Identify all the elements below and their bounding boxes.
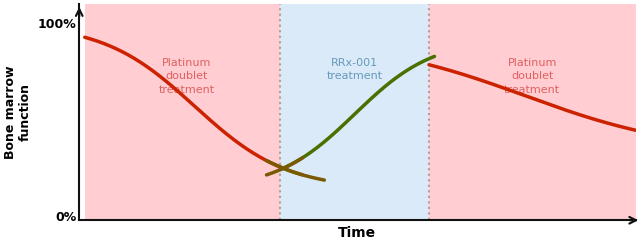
Text: Platinum
doublet
treatment: Platinum doublet treatment — [504, 58, 560, 95]
Bar — [429, 4, 635, 220]
X-axis label: Time: Time — [338, 226, 376, 240]
Y-axis label: Bone marrow
function: Bone marrow function — [4, 65, 32, 159]
Bar — [85, 4, 280, 220]
Bar — [280, 4, 429, 220]
Text: RRx-001
treatment: RRx-001 treatment — [326, 58, 383, 81]
Text: Platinum
doublet
treatment: Platinum doublet treatment — [158, 58, 215, 95]
